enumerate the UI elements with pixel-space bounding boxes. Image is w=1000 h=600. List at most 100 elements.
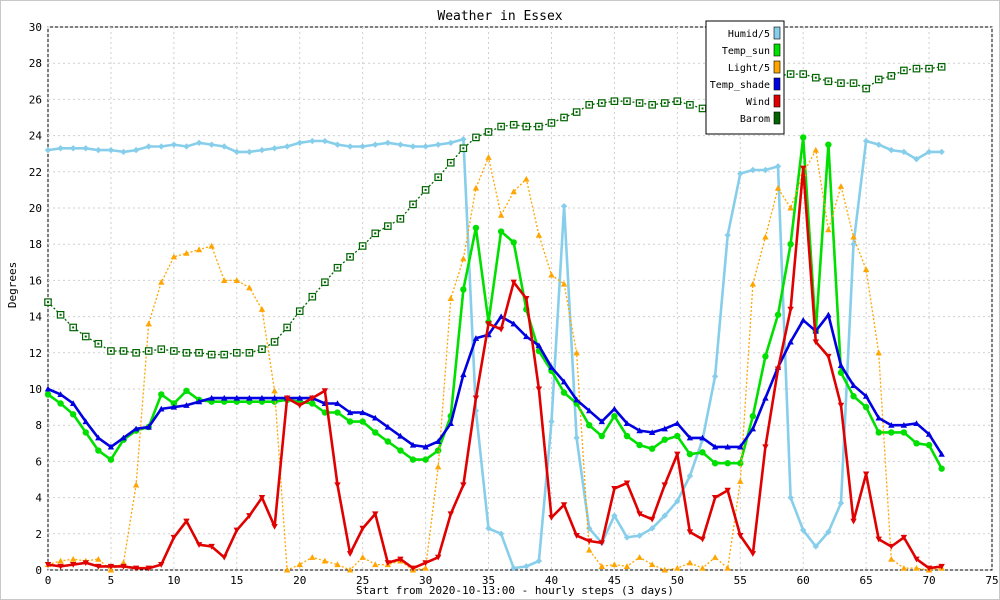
series-wind-point xyxy=(208,543,215,550)
series-wind-point xyxy=(586,538,593,545)
series-wind-point xyxy=(535,386,543,393)
series-temp-shade-point xyxy=(233,394,240,401)
series-wind-point xyxy=(623,480,631,487)
y-axis-label: Degrees xyxy=(6,262,19,308)
series-light-5-point xyxy=(422,564,429,571)
series-temp-shade-point xyxy=(586,407,593,414)
series-humid-5-point xyxy=(132,146,140,154)
series-light-5-point xyxy=(560,280,568,287)
series-wind-point xyxy=(875,536,882,543)
x-tick-label: 20 xyxy=(293,574,306,587)
legend-label: Light/5 xyxy=(728,63,770,74)
series-barom-point-center xyxy=(563,116,566,119)
series-light-5-point xyxy=(737,478,744,484)
series-barom-point-center xyxy=(462,147,465,150)
series-wind-point xyxy=(573,533,580,539)
series-humid-5-point xyxy=(409,143,417,150)
series-humid-5-point xyxy=(334,141,341,148)
series-wind-line xyxy=(47,166,942,570)
series-wind-point xyxy=(69,562,77,568)
series-light-5-point xyxy=(724,564,731,571)
series-light-5-point xyxy=(447,295,454,302)
series-humid-5-point xyxy=(158,143,165,150)
series-temp-shade-point xyxy=(598,418,606,425)
series-wind-point xyxy=(774,366,782,373)
series-barom-point-center xyxy=(512,123,515,126)
series-humid-5-point xyxy=(57,145,64,152)
series-temp-shade-point xyxy=(850,382,857,388)
y-tick-label: 12 xyxy=(29,347,42,360)
legend-label: Humid/5 xyxy=(728,29,770,40)
series-light-5-point xyxy=(699,564,706,571)
series-barom-point-center xyxy=(210,353,213,356)
series-light-5-point xyxy=(611,561,618,568)
series-wind-point xyxy=(548,514,555,521)
series-barom-point-center xyxy=(235,351,238,354)
series-humid-5-point xyxy=(195,139,203,147)
series-temp-shade-point xyxy=(460,371,467,378)
series-temp-shade-point xyxy=(120,434,127,441)
series-humid-5-point xyxy=(711,373,719,380)
series-light-5-point xyxy=(648,561,656,568)
series-wind-point xyxy=(372,511,379,518)
series-humid-5-point xyxy=(900,148,908,156)
series-barom-point-center xyxy=(135,351,138,354)
series-light-5-point xyxy=(271,387,278,394)
series-temp-shade-point xyxy=(158,405,165,412)
series-humid-5-point xyxy=(497,530,505,537)
series-temp-sun-point xyxy=(397,447,404,454)
series-temp-shade-point xyxy=(132,425,140,432)
series-temp-shade-point xyxy=(296,394,303,401)
series-humid-5-point xyxy=(258,146,266,154)
series-wind-point xyxy=(107,563,115,570)
series-temp-sun-point xyxy=(170,400,178,407)
series-light-5-point xyxy=(661,566,668,573)
series-humid-5-point xyxy=(611,512,618,519)
series-temp-sun-point xyxy=(749,412,757,420)
series-wind-point xyxy=(384,560,392,566)
series-humid-5-point xyxy=(145,143,152,150)
series-light-5-point xyxy=(460,255,467,262)
series-light-5-point xyxy=(535,231,543,238)
series-temp-sun-point xyxy=(648,445,656,452)
series-barom-point-center xyxy=(500,125,503,128)
legend-label: Wind xyxy=(746,97,770,108)
series-temp-shade-point xyxy=(674,420,681,426)
series-wind-point xyxy=(82,560,89,566)
legend-swatch xyxy=(773,26,781,40)
y-tick-label: 14 xyxy=(29,311,43,324)
series-light-5-point xyxy=(875,349,882,356)
series-light-5-point xyxy=(510,188,517,195)
series-wind-point xyxy=(787,306,794,313)
series-temp-shade-point xyxy=(611,405,618,412)
series-wind-point xyxy=(170,534,178,541)
series-light-5-point xyxy=(183,250,190,256)
y-tick-label: 30 xyxy=(29,21,42,34)
series-barom-point-center xyxy=(172,349,175,352)
series-temp-sun-point xyxy=(434,447,442,454)
series-barom-point-center xyxy=(701,107,704,110)
series-wind-point xyxy=(57,563,64,570)
series-barom-point-center xyxy=(575,111,578,114)
series-humid-5-point xyxy=(800,526,807,534)
series-barom-point-center xyxy=(814,76,817,79)
series-temp-shade-point xyxy=(258,394,266,401)
x-axis-label: Start from 2020-10-13:00 - hourly steps … xyxy=(356,584,674,597)
series-temp-shade-point xyxy=(246,394,253,401)
chart-title: Weather in Essex xyxy=(437,9,562,24)
series-wind-point xyxy=(648,516,656,523)
series-humid-5-point xyxy=(447,139,454,147)
series-barom-point-center xyxy=(663,102,666,105)
series-temp-shade-point xyxy=(573,396,580,403)
series-temp-sun-point xyxy=(472,224,480,232)
series-light-5-point xyxy=(334,561,341,568)
series-wind-point xyxy=(296,402,303,409)
series-light-5-point xyxy=(787,204,794,211)
series-wind-point xyxy=(334,482,341,489)
series-light-5-point xyxy=(145,320,152,327)
y-tick-label: 6 xyxy=(35,455,42,468)
series-temp-sun-point xyxy=(774,311,782,318)
series-wind-point xyxy=(158,562,165,568)
